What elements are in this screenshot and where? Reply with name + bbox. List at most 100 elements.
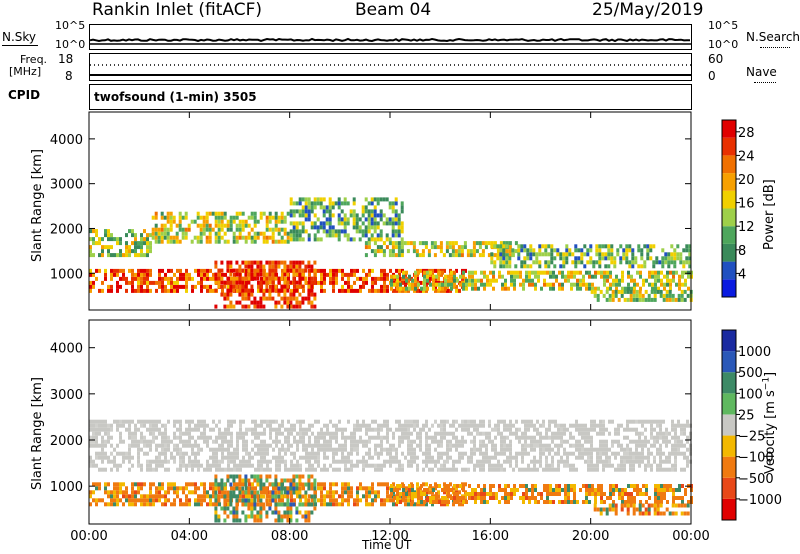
velocity-cell (265, 486, 269, 491)
power-cell (268, 268, 272, 273)
power-cell (146, 284, 149, 289)
velocity-cell (609, 492, 612, 496)
velocity-cell (212, 502, 215, 507)
velocity-cell (329, 439, 332, 444)
power-cell (579, 270, 582, 275)
velocity-cell (89, 439, 92, 444)
power-cell (368, 288, 371, 293)
power-cell (455, 284, 458, 289)
power-cell (232, 284, 236, 289)
power-cell (669, 282, 672, 287)
velocity-cell (110, 451, 113, 456)
velocity-cell (447, 500, 450, 504)
power-cell (232, 219, 236, 224)
power-cell (206, 272, 209, 277)
velocity-cell (660, 492, 663, 496)
power-cell (292, 272, 296, 277)
power-cell (110, 237, 113, 242)
velocity-cell (413, 447, 416, 452)
power-cell (199, 239, 203, 244)
velocity-cell (236, 443, 239, 448)
nsky-panel (89, 24, 692, 50)
velocity-cell (380, 439, 383, 444)
velocity-cell (389, 494, 392, 499)
velocity-cell (173, 455, 176, 460)
power-cell (643, 260, 647, 265)
power-cell (623, 297, 627, 302)
power-cell (367, 209, 371, 214)
power-cell (439, 241, 443, 246)
power-cell (280, 304, 284, 309)
velocity-cell (362, 486, 365, 491)
power-cell (489, 270, 492, 275)
power-cell (570, 282, 573, 287)
power-cell (383, 288, 386, 293)
velocity-cell (323, 502, 326, 507)
velocity-cell (425, 482, 428, 487)
velocity-cell (455, 443, 458, 448)
power-cell (483, 286, 486, 291)
velocity-cell (527, 451, 530, 456)
velocity-cell (548, 451, 551, 456)
power-cell (110, 276, 113, 281)
velocity-cell (116, 482, 119, 487)
power-cell (131, 288, 134, 293)
power-cell (244, 219, 248, 224)
power-cell (205, 219, 209, 224)
velocity-cell (344, 427, 347, 432)
power-cell (618, 282, 621, 287)
velocity-cell (259, 518, 263, 523)
velocity-cell (347, 451, 350, 456)
velocity-cell (107, 459, 110, 464)
velocity-cell (272, 486, 275, 491)
power-cell (406, 241, 410, 246)
velocity-cell (353, 439, 356, 444)
velocity-cell (215, 502, 218, 507)
power-cell (388, 253, 392, 258)
velocity-cell (272, 439, 275, 444)
velocity-cell (296, 494, 299, 499)
power-cell (107, 237, 110, 242)
power-cell (528, 274, 531, 279)
power-cell (355, 221, 359, 226)
power-cell (262, 272, 266, 277)
power-cell (492, 270, 495, 275)
power-cell (650, 297, 654, 302)
power-cell (235, 211, 239, 216)
velocity-cell (278, 427, 281, 432)
velocity-cell (313, 478, 317, 483)
velocity-cell (119, 498, 122, 503)
power-cell (568, 252, 572, 257)
power-cell (125, 241, 128, 246)
power-cell (615, 282, 618, 287)
velocity-cell (317, 439, 320, 444)
power-cell (417, 270, 420, 275)
velocity-cell (513, 492, 516, 496)
velocity-cell (317, 443, 320, 448)
station-title: Rankin Inlet (fitACF) (92, 0, 263, 20)
velocity-cell (617, 427, 620, 432)
nsky-series (89, 37, 691, 43)
velocity-cell (659, 451, 662, 456)
velocity-cell (446, 439, 449, 444)
power-cell (164, 288, 167, 293)
velocity-cell (642, 492, 645, 496)
nave-label: Nave (746, 65, 777, 79)
power-cell (323, 268, 326, 273)
velocity-cell (277, 514, 281, 519)
velocity-cell (161, 451, 164, 456)
velocity-cell (311, 447, 314, 452)
power-cell (526, 264, 530, 269)
power-cell (404, 272, 407, 277)
velocity-cell (245, 463, 248, 468)
velocity-cell (374, 427, 377, 432)
power-cell (394, 253, 398, 258)
power-cell (223, 296, 227, 301)
velocity-cell (284, 427, 287, 432)
velocity-cell (323, 431, 326, 436)
velocity-cell (620, 467, 623, 472)
velocity-cell (350, 435, 353, 440)
velocity-cell (416, 431, 419, 436)
power-cell (149, 241, 152, 246)
velocity-cell (515, 451, 518, 456)
